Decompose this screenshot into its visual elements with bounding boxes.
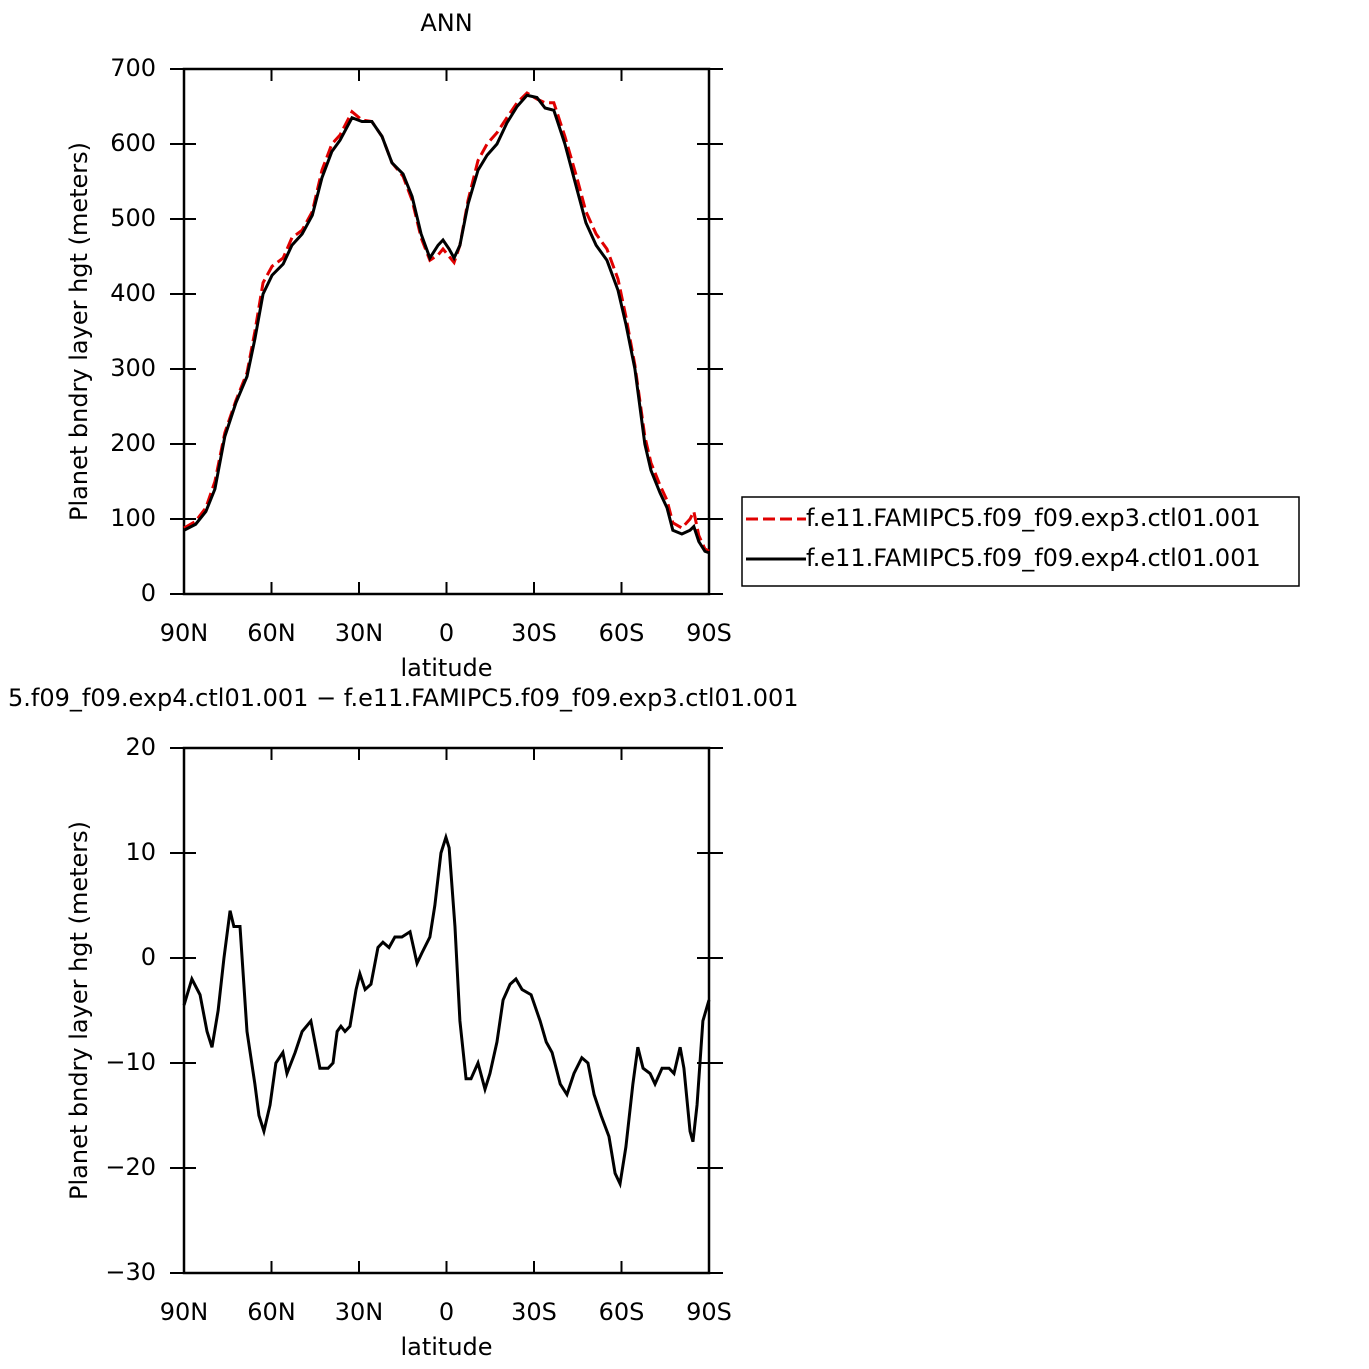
x-axis-label: latitude bbox=[400, 1333, 492, 1361]
y-tick-label: 600 bbox=[110, 129, 156, 157]
y-tick-label: −10 bbox=[105, 1048, 156, 1076]
legend-label: f.e11.FAMIPC5.f09_f09.exp4.ctl01.001 bbox=[806, 544, 1261, 572]
y-tick-label: 0 bbox=[141, 943, 156, 971]
x-tick-label: 30S bbox=[511, 1298, 557, 1326]
data-line bbox=[182, 832, 711, 1189]
x-tick-label: 30N bbox=[335, 619, 384, 647]
x-tick-label: 60S bbox=[599, 1298, 645, 1326]
data-line bbox=[183, 93, 710, 555]
chart-title: ANN bbox=[420, 9, 472, 37]
y-tick-label: 0 bbox=[141, 579, 156, 607]
y-axis-label: Planet bndry layer hgt (meters) bbox=[65, 142, 93, 521]
x-tick-label: 30S bbox=[511, 619, 557, 647]
plot-frame bbox=[182, 67, 711, 596]
x-tick-label: 60N bbox=[247, 1298, 296, 1326]
y-tick-label: 500 bbox=[110, 204, 156, 232]
x-tick-label: 30N bbox=[335, 1298, 384, 1326]
legend-label: f.e11.FAMIPC5.f09_f09.exp3.ctl01.001 bbox=[806, 504, 1261, 532]
y-tick-label: −30 bbox=[105, 1258, 156, 1286]
y-tick-label: 400 bbox=[110, 279, 156, 307]
x-tick-label: 90N bbox=[160, 1298, 209, 1326]
x-tick-label: 90N bbox=[160, 619, 209, 647]
y-axis-label: Planet bndry layer hgt (meters) bbox=[65, 821, 93, 1200]
legend-box bbox=[741, 496, 1300, 587]
y-tick-label: 700 bbox=[110, 54, 156, 82]
y-tick-label: 300 bbox=[110, 354, 156, 382]
x-axis-label: latitude bbox=[400, 654, 492, 682]
x-tick-label: 90S bbox=[686, 619, 732, 647]
x-tick-label: 0 bbox=[439, 1298, 454, 1326]
x-tick-label: 60S bbox=[599, 619, 645, 647]
y-tick-label: 10 bbox=[125, 838, 156, 866]
y-tick-label: 200 bbox=[110, 429, 156, 457]
y-tick-label: −20 bbox=[105, 1153, 156, 1181]
chart-title: 5.f09_f09.exp4.ctl01.001 − f.e11.FAMIPC5… bbox=[8, 684, 799, 712]
x-tick-label: 90S bbox=[686, 1298, 732, 1326]
data-line bbox=[183, 91, 710, 553]
y-tick-label: 100 bbox=[110, 504, 156, 532]
plot-frame bbox=[182, 746, 711, 1275]
y-tick-label: 20 bbox=[125, 733, 156, 761]
x-tick-label: 60N bbox=[247, 619, 296, 647]
x-tick-label: 0 bbox=[439, 619, 454, 647]
